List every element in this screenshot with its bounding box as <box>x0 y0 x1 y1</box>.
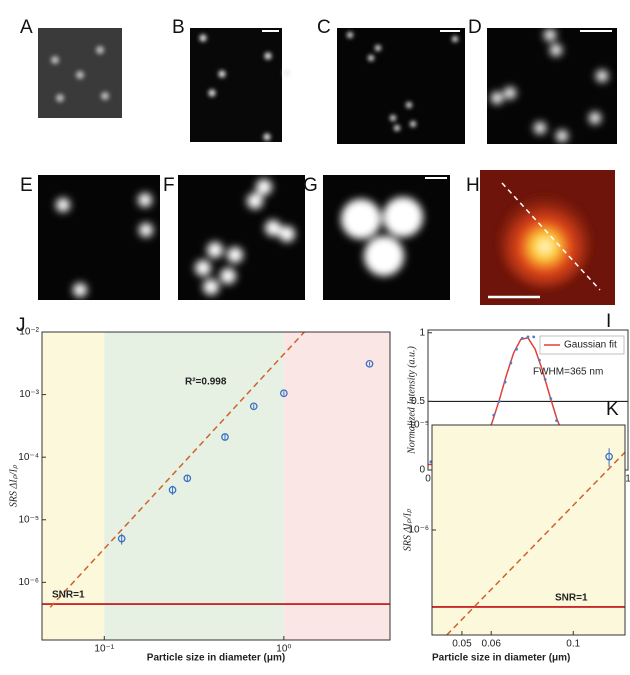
data-point <box>183 474 192 483</box>
image <box>487 28 617 144</box>
reference-label: SNR=1 <box>52 590 85 601</box>
data-point <box>520 336 524 340</box>
data-point <box>549 397 553 401</box>
panel-label: A <box>20 17 33 38</box>
plot-area <box>42 332 390 608</box>
y-tick-label: 10⁻⁶ <box>408 525 429 536</box>
particles <box>491 29 608 142</box>
annotation: FWHM=365 nm <box>533 367 603 378</box>
data-point <box>168 486 177 494</box>
x-axis-label: Particle size in diameter (μm) <box>147 653 285 664</box>
image <box>190 28 282 142</box>
y-tick-label: 1 <box>419 327 425 338</box>
data-point <box>249 402 258 411</box>
region <box>42 332 105 640</box>
data-point <box>117 534 126 543</box>
data-point <box>555 419 558 422</box>
region <box>432 425 625 635</box>
legend-box <box>539 335 625 355</box>
annotation: R²=0.998 <box>185 377 227 388</box>
panel-label: C <box>317 17 331 38</box>
panel-label: I <box>606 311 611 332</box>
y-tick-label: 0 <box>419 465 425 476</box>
panel-label: F <box>163 175 175 196</box>
data-point <box>538 358 541 362</box>
data-point <box>543 378 547 381</box>
data-point <box>526 335 530 339</box>
axes-frame <box>41 331 391 641</box>
chart-panel: 10⁻¹ 10⁰ 10⁻² 10⁻³ 10⁻⁴ 10⁻⁵ 10⁻⁶ SNR=1 R²=0.998… <box>8 315 391 664</box>
data-point <box>532 335 536 339</box>
y-tick-label: 10⁻⁵ <box>408 420 429 431</box>
panel-label: D <box>468 17 482 38</box>
particles <box>51 46 109 102</box>
data-point <box>280 389 288 398</box>
particles <box>347 32 458 131</box>
panel-label: B <box>172 17 185 38</box>
particles <box>341 197 423 276</box>
data-point <box>221 433 229 441</box>
x-tick-label: 10⁰ <box>276 644 291 655</box>
data-point <box>605 452 613 461</box>
x-tick-label: 0.1 <box>566 639 580 650</box>
legend-label: Gaussian fit <box>564 340 617 351</box>
x-axis-label: Particle size in diameter (μm) <box>432 653 570 664</box>
x-tick-label: 0 <box>425 474 431 485</box>
data-point <box>515 347 518 351</box>
y-tick-label: 10⁻⁵ <box>18 514 39 525</box>
y-tick-label: 10⁻⁶ <box>18 577 39 588</box>
heat-spot <box>499 196 591 288</box>
data-point <box>503 380 507 384</box>
plot-area <box>432 448 625 635</box>
panel-label: J <box>16 315 26 336</box>
y-tick-label: 10⁻³ <box>19 389 39 400</box>
x-tick-label: 1 <box>625 474 630 485</box>
particles <box>56 193 153 297</box>
region <box>104 332 284 640</box>
profile-line <box>501 182 601 291</box>
panel-label: K <box>606 399 619 420</box>
data-point <box>498 399 501 403</box>
chart-panel: 0.05 0.06 0.1 10⁻⁵ 10⁻⁶ SNR=1 K Particle size i… <box>402 399 626 664</box>
image <box>337 28 465 144</box>
reference-label: SNR=1 <box>555 593 588 604</box>
y-tick-label: 0.5 <box>411 396 425 407</box>
data-point <box>492 413 496 417</box>
image-panels: A B C D E F G H <box>20 17 617 305</box>
x-tick-label: 10⁻¹ <box>94 644 114 655</box>
region <box>283 332 390 640</box>
y-axis-label: Normalized Intensity (a.u.) <box>406 345 417 454</box>
x-tick-label: 0.05 <box>452 639 472 650</box>
y-axis-label: SRS ΔIₚ/Iₚ <box>402 508 413 551</box>
y-axis-label: SRS ΔIₚ/Iₚ <box>8 464 19 507</box>
panel-label: E <box>20 175 33 196</box>
particles <box>199 34 291 141</box>
panel-label: G <box>303 175 318 196</box>
y-tick-label: 10⁻² <box>19 327 39 338</box>
panel-label: H <box>466 175 480 196</box>
data-point <box>509 361 513 365</box>
line <box>446 451 625 635</box>
x-tick-label: 0.06 <box>481 639 501 650</box>
image <box>38 175 160 300</box>
y-tick-label: 10⁻⁴ <box>18 452 39 463</box>
particles <box>195 179 295 295</box>
line <box>49 332 305 608</box>
data-point <box>365 359 374 368</box>
